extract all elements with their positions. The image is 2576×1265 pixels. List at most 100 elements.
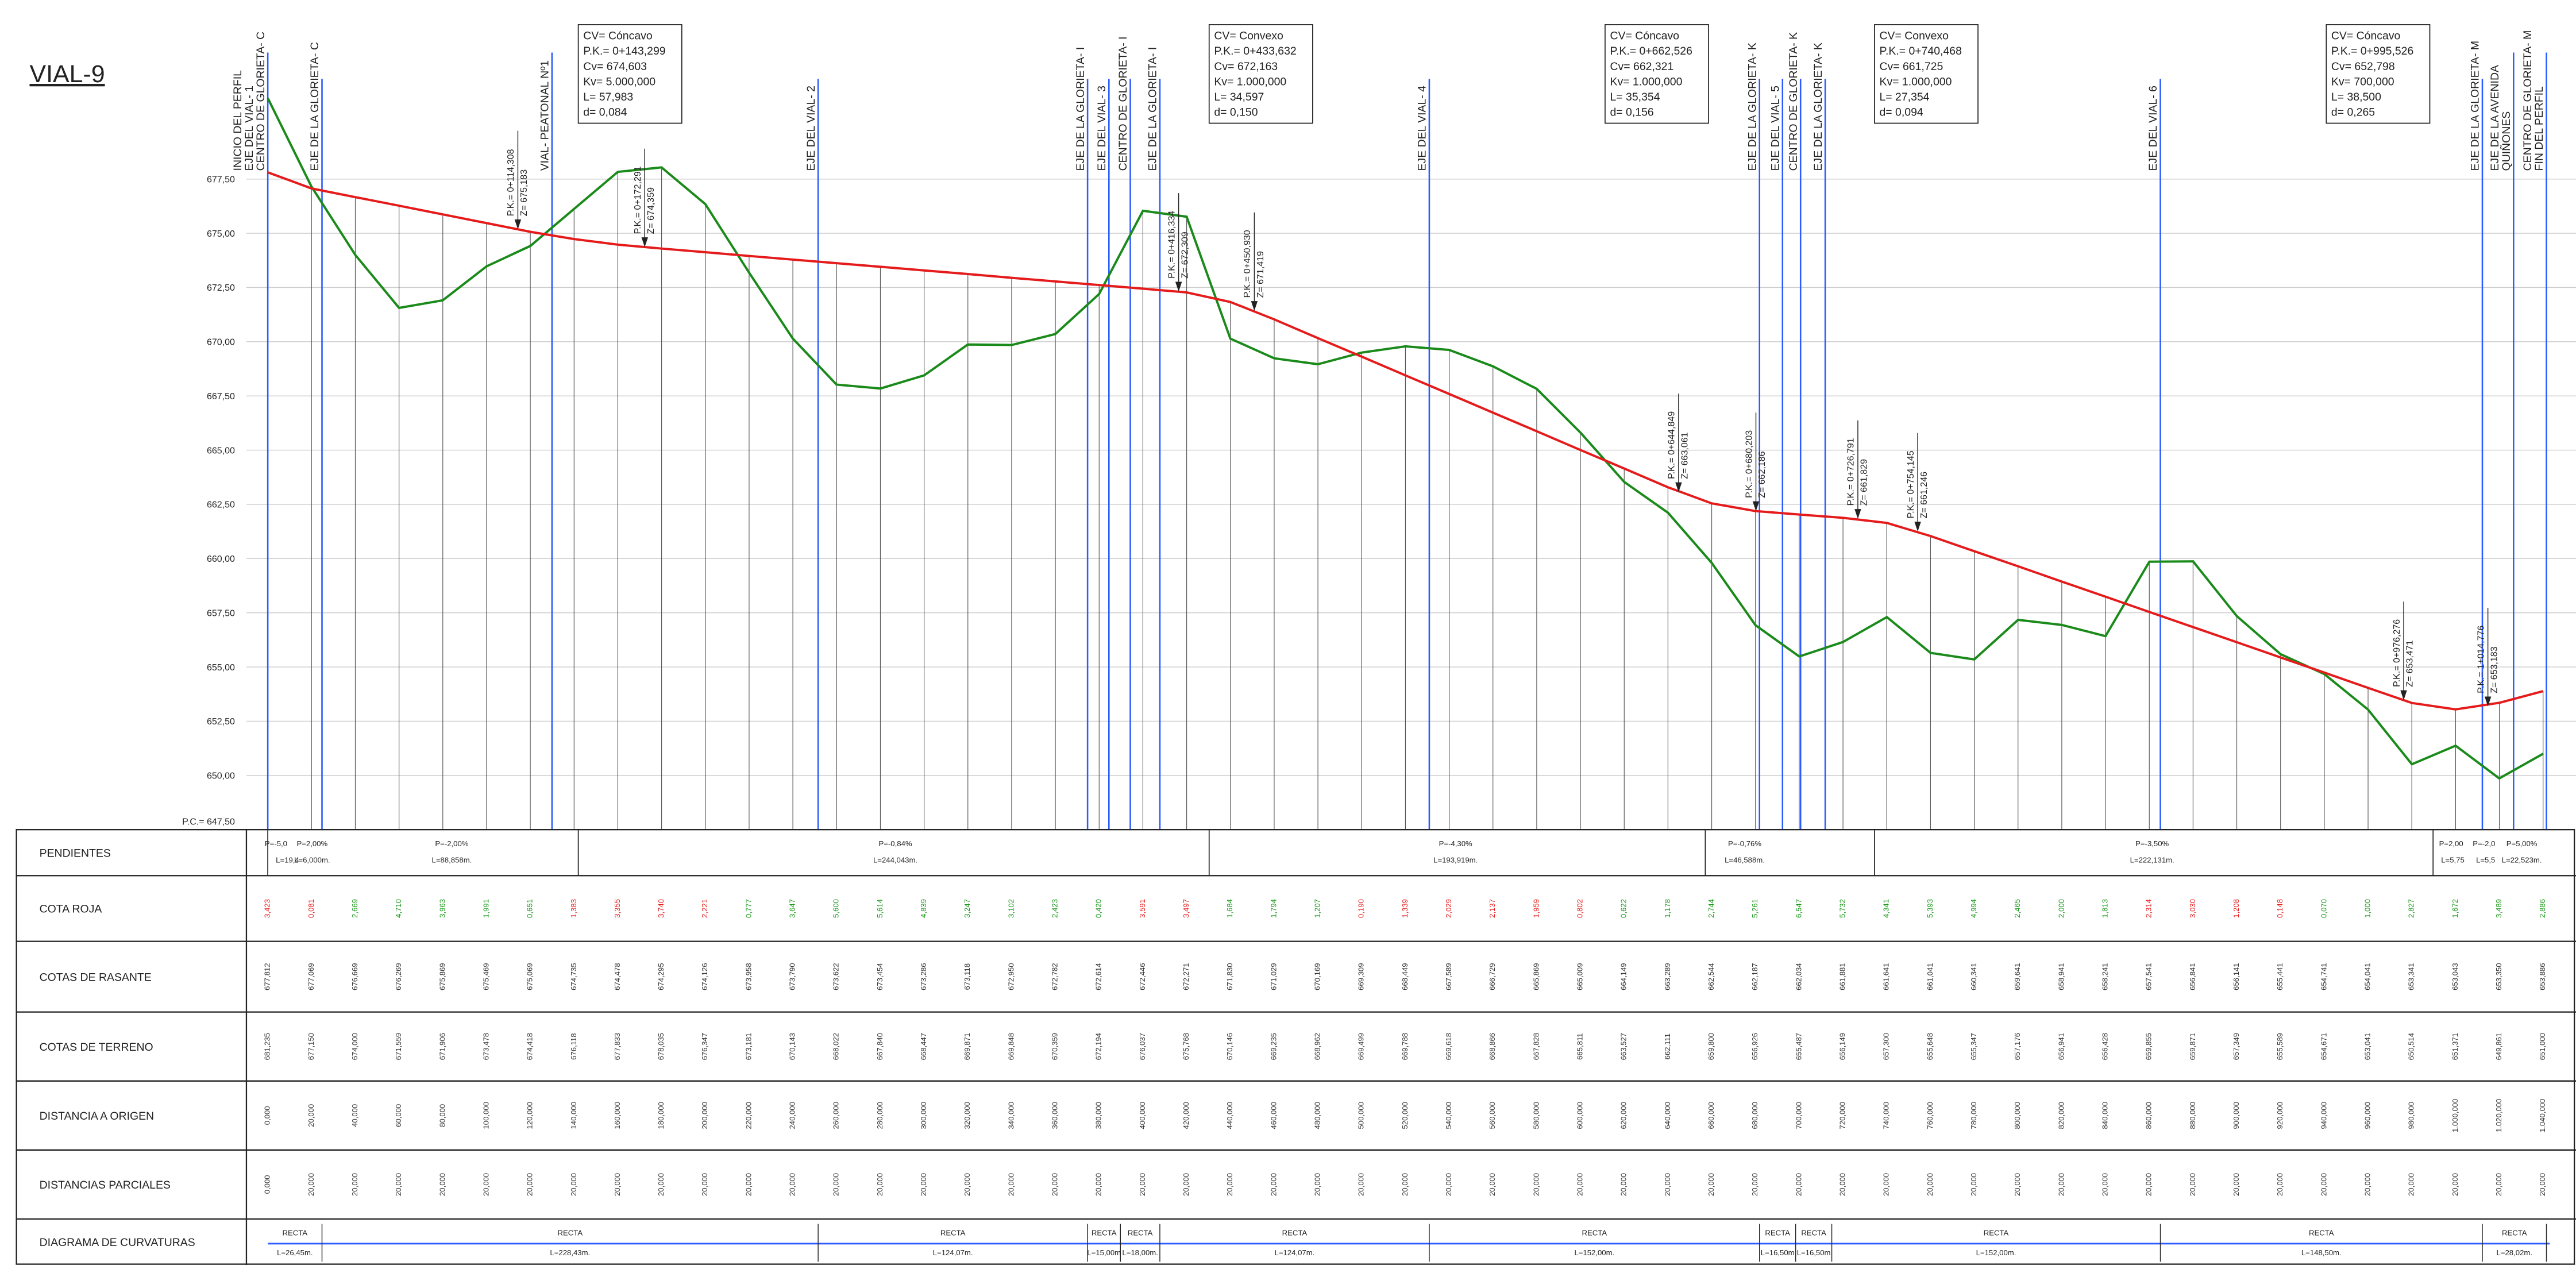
cell-distance: 540,000 <box>1444 1102 1453 1129</box>
point-pk: P.K.= 0+754,145 <box>1906 450 1916 518</box>
marker-label: CENTRO DE GLORIETA- C <box>254 32 267 171</box>
cell-distance: 20,000 <box>307 1104 315 1127</box>
curvature-kind: RECTA <box>1765 1229 1790 1237</box>
cell-terreno: 656,149 <box>1838 1033 1847 1060</box>
slope-length: L=88,858m. <box>432 855 472 864</box>
curvature-kind: RECTA <box>1128 1229 1153 1237</box>
cell-roja: 2,886 <box>2538 899 2547 918</box>
curve-text: P.K.= 0+662,526 <box>1610 45 1692 57</box>
cell-terreno: 669,848 <box>1007 1033 1015 1060</box>
cell-roja: 1,383 <box>569 899 578 918</box>
slope-value: P=-2,00% <box>435 839 468 848</box>
marker-label: CENTRO DE GLORIETA- K <box>1787 32 1800 171</box>
cell-terreno: 656,428 <box>2101 1033 2110 1060</box>
cell-roja: 5,614 <box>876 899 884 918</box>
curvature-length: L=16,50m <box>1761 1248 1795 1257</box>
curve-box <box>1605 24 1709 124</box>
cell-partial: 20,000 <box>2451 1173 2459 1196</box>
point-pk: P.K.= 0+726,791 <box>1846 438 1856 506</box>
cell-terreno: 654,671 <box>2319 1033 2328 1060</box>
point-z: Z= 672,309 <box>1180 232 1190 279</box>
ground-line <box>267 97 2544 780</box>
point-arrow <box>2484 696 2492 707</box>
slope-value: P=-2,0 <box>2473 839 2495 848</box>
curve-text: CV= Cóncavo <box>2331 30 2400 43</box>
point-pk: P.K.= 0+450,930 <box>1243 230 1252 298</box>
axis-label: 650,00 <box>207 772 235 781</box>
curve-text: CV= Convexo <box>1214 30 1283 43</box>
cell-partial: 20,000 <box>2057 1173 2065 1196</box>
slope-length: L=244,043m. <box>873 855 917 864</box>
cell-roja: 3,489 <box>2494 899 2503 918</box>
cell-partial: 20,000 <box>526 1173 534 1196</box>
cell-terreno: 675,768 <box>1182 1033 1190 1060</box>
cell-distance: 660,000 <box>1707 1102 1715 1129</box>
cell-roja: 2,000 <box>2057 899 2065 918</box>
cell-roja: 0,420 <box>1094 899 1103 918</box>
axis-label: 652,50 <box>207 717 235 727</box>
cell-terreno: 655,347 <box>1969 1033 1978 1060</box>
cell-partial: 20,000 <box>2013 1173 2022 1196</box>
cell-distance: 560,000 <box>1488 1102 1497 1129</box>
cell-rasante: 653,043 <box>2451 963 2459 990</box>
cell-rasante: 675,069 <box>526 963 534 990</box>
cell-distance: 420,000 <box>1182 1102 1190 1129</box>
row-header: COTA ROJA <box>40 903 102 916</box>
axis-label: 655,00 <box>207 663 235 673</box>
cell-distance: 60,000 <box>394 1104 403 1127</box>
curve-text: L= 57,983 <box>583 91 633 103</box>
cell-distance: 800,000 <box>2013 1102 2022 1129</box>
cell-roja: 1,991 <box>481 899 490 918</box>
cell-partial: 20,000 <box>438 1173 446 1196</box>
axis-label: 672,50 <box>207 283 235 293</box>
cell-terreno: 659,855 <box>2145 1033 2153 1060</box>
cell-terreno: 671,906 <box>438 1033 446 1060</box>
cell-terreno: 669,788 <box>1401 1033 1409 1060</box>
curvature-length: L=124,07m. <box>933 1248 973 1257</box>
cell-partial: 20,000 <box>2145 1173 2153 1196</box>
curve-text: P.K.= 0+740,468 <box>1879 45 1961 57</box>
cell-distance: 640,000 <box>1663 1102 1672 1129</box>
cell-partial: 20,000 <box>1138 1173 1147 1196</box>
cell-roja: 0,081 <box>307 899 315 918</box>
point-arrow <box>1914 522 1921 532</box>
row-header: DIAGRAMA DE CURVATURAS <box>40 1236 195 1249</box>
cell-terreno: 655,648 <box>1926 1033 1934 1060</box>
point-arrow <box>1675 482 1682 492</box>
curvature-kind: RECTA <box>283 1229 308 1237</box>
curve-text: Kv= 1.000,000 <box>1879 75 1952 88</box>
curve-text: P.K.= 0+143,299 <box>583 45 665 57</box>
cell-rasante: 673,958 <box>744 963 753 990</box>
cell-terreno: 663,527 <box>1619 1033 1628 1060</box>
cell-terreno: 671,559 <box>394 1033 403 1060</box>
row-header: DISTANCIA A ORIGEN <box>40 1110 154 1123</box>
marker-label: EJE DE LA AVENIDA <box>2489 65 2501 171</box>
cell-roja: 0,802 <box>1576 899 1584 918</box>
cell-partial: 20,000 <box>919 1173 928 1196</box>
point-arrow <box>2400 690 2407 700</box>
point-z: Z= 653,183 <box>2489 646 2499 693</box>
cell-partial: 20,000 <box>1444 1173 1453 1196</box>
cell-partial: 20,000 <box>700 1173 709 1196</box>
cell-rasante: 661,641 <box>1882 963 1891 990</box>
curve-box <box>1874 24 1979 124</box>
cell-roja: 1,959 <box>1532 899 1540 918</box>
cell-roja: 4,839 <box>919 899 928 918</box>
point-z: Z= 671,419 <box>1256 251 1266 298</box>
curvature-length: L=152,00m. <box>1976 1248 2016 1257</box>
cell-distance: 380,000 <box>1094 1102 1103 1129</box>
axis-label: 660,00 <box>207 554 235 564</box>
curvature-kind: RECTA <box>1092 1229 1117 1237</box>
marker-label: EJE DEL VIAL- 6 <box>2147 86 2159 171</box>
point-arrow <box>1854 509 1861 519</box>
cell-rasante: 666,729 <box>1488 963 1497 990</box>
cell-roja: 2,465 <box>2013 899 2022 918</box>
cell-terreno: 676,118 <box>569 1033 578 1060</box>
cell-rasante: 673,118 <box>963 963 971 990</box>
slope-value: P=2,00% <box>296 839 327 848</box>
cell-partial: 20,000 <box>307 1173 315 1196</box>
cell-terreno: 674,000 <box>350 1033 359 1060</box>
cell-distance: 320,000 <box>963 1102 971 1129</box>
curve-box <box>2326 24 2431 124</box>
slope-length: L=222,131m. <box>2130 855 2174 864</box>
